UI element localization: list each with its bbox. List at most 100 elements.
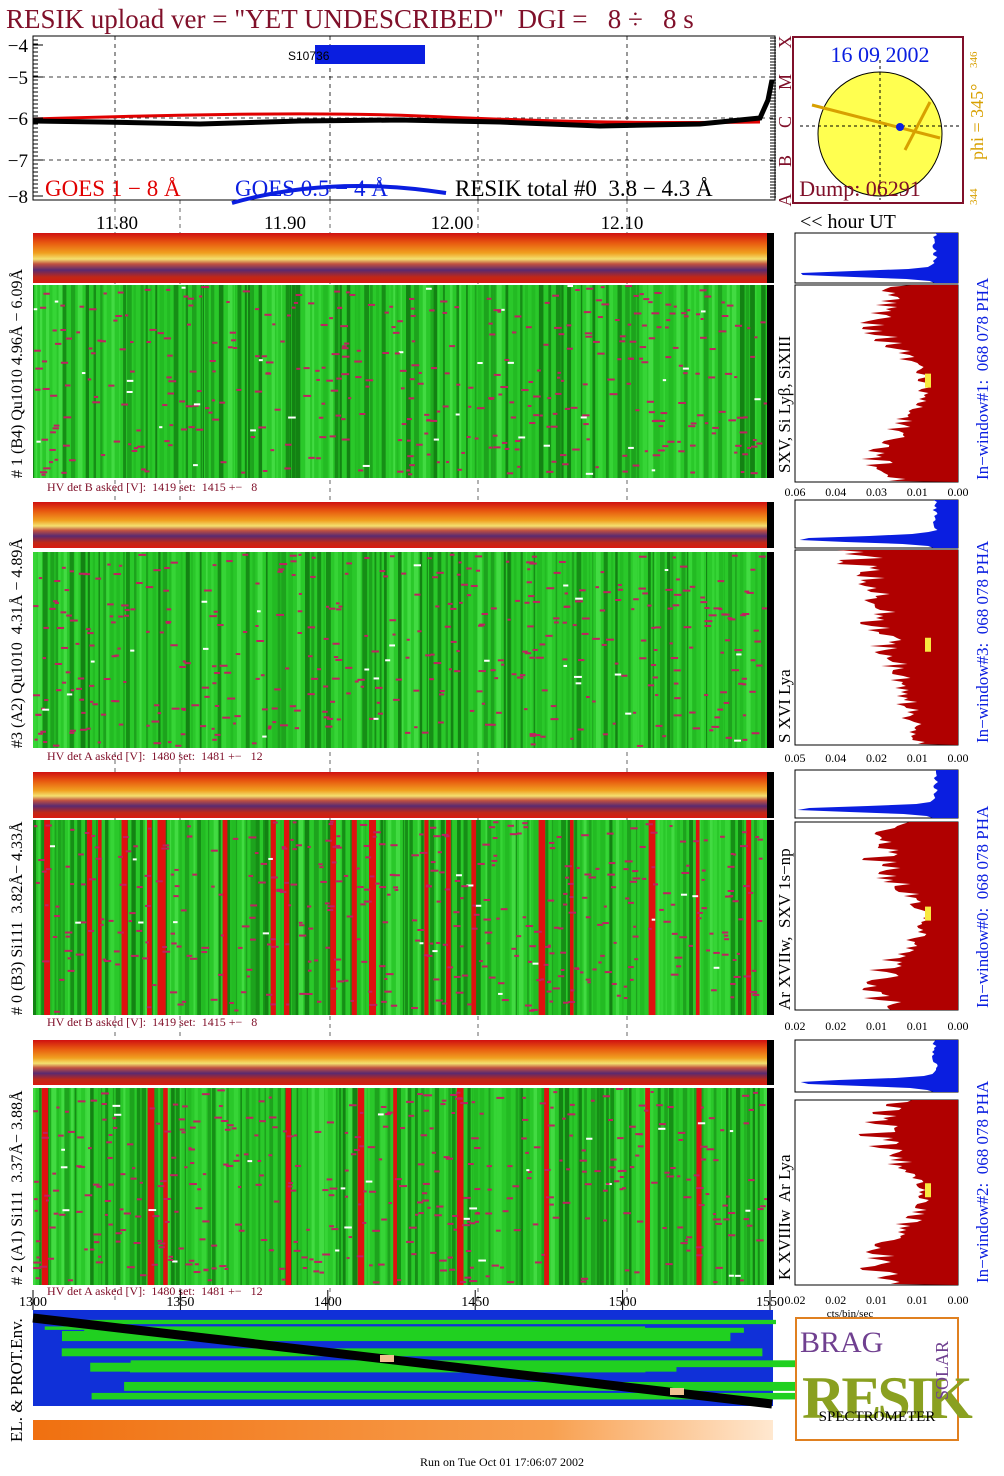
spectrogram-column xyxy=(754,820,757,1015)
spectrogram-column xyxy=(545,820,549,1015)
count-pixel xyxy=(469,1266,474,1269)
count-pixel xyxy=(188,1147,192,1150)
count-pixel xyxy=(581,632,589,635)
count-pixel xyxy=(582,896,588,899)
spectrogram-column xyxy=(319,1088,325,1285)
count-pixel xyxy=(411,340,416,343)
spectrogram-column xyxy=(551,820,554,1015)
count-pixel xyxy=(453,1228,457,1231)
spectrogram-column xyxy=(466,285,468,478)
phi-min: 344 xyxy=(968,188,980,205)
count-pixel xyxy=(337,980,345,983)
count-pixel xyxy=(92,1183,100,1186)
count-pixel xyxy=(211,727,215,730)
spectrogram-column xyxy=(305,552,310,748)
count-pixel xyxy=(325,946,330,949)
count-pixel xyxy=(610,886,617,889)
count-pixel xyxy=(706,1148,715,1151)
count-pixel xyxy=(492,446,501,449)
count-pixel xyxy=(689,444,696,447)
count-pixel xyxy=(242,630,248,633)
pha-top xyxy=(800,1040,958,1092)
count-pixel xyxy=(95,857,103,860)
count-pixel xyxy=(292,848,297,851)
hv-label: HV det A asked [V]: 1480 set: 1481 +− 12 xyxy=(47,749,263,763)
count-pixel xyxy=(185,405,193,408)
count-pixel xyxy=(699,289,707,292)
spectrogram-column xyxy=(169,552,172,748)
count-pixel xyxy=(42,1131,48,1134)
count-pixel xyxy=(629,1125,636,1128)
count-pixel xyxy=(181,1000,187,1003)
count-pixel xyxy=(441,833,449,836)
count-pixel xyxy=(212,738,217,741)
count-pixel xyxy=(595,586,599,589)
count-pixel xyxy=(564,592,569,595)
spectrogram-column xyxy=(588,552,591,748)
count-pixel xyxy=(546,470,554,473)
spectrogram-column xyxy=(75,552,79,748)
spectrogram-column xyxy=(68,820,70,1015)
count-pixel xyxy=(42,708,50,711)
spectrogram-column xyxy=(398,552,402,748)
count-pixel xyxy=(628,966,634,969)
count-pixel xyxy=(326,1178,333,1181)
count-pixel xyxy=(323,716,330,719)
spectrogram-column xyxy=(299,1088,303,1285)
count-pixel xyxy=(344,572,349,575)
count-pixel xyxy=(474,1220,479,1223)
count-pixel xyxy=(130,954,139,957)
count-pixel xyxy=(224,1267,229,1270)
count-pixel xyxy=(296,367,301,370)
count-pixel xyxy=(567,1113,576,1116)
count-pixel xyxy=(559,1159,563,1162)
count-pixel xyxy=(54,342,62,345)
count-pixel xyxy=(326,1121,334,1124)
spectrogram-column xyxy=(48,820,53,1015)
count-pixel xyxy=(586,696,590,699)
spectral-strip xyxy=(33,1040,768,1085)
count-pixel xyxy=(330,389,339,392)
spectrogram-column xyxy=(231,820,236,1015)
count-pixel xyxy=(167,444,173,447)
spectrogram-column xyxy=(511,820,516,1015)
spectrogram-column xyxy=(725,820,730,1015)
sun-track xyxy=(903,101,932,151)
pha-tick-label: 0.05 xyxy=(785,751,806,765)
count-pixel xyxy=(289,554,297,557)
count-pixel xyxy=(734,649,743,652)
count-pixel xyxy=(287,1185,293,1188)
count-pixel xyxy=(395,678,402,681)
count-pixel xyxy=(119,348,126,351)
count-pixel xyxy=(380,1105,387,1108)
count-pixel xyxy=(133,845,138,848)
spectrogram-column xyxy=(133,285,136,478)
count-pixel xyxy=(286,1135,294,1138)
count-pixel xyxy=(41,1136,50,1139)
count-pixel xyxy=(227,346,233,349)
count-pixel xyxy=(541,1253,546,1256)
count-pixel xyxy=(194,1263,199,1266)
count-pixel xyxy=(318,416,324,419)
spectrogram-column xyxy=(298,820,304,1015)
count-pixel xyxy=(262,932,269,935)
count-pixel xyxy=(42,657,47,660)
count-pixel xyxy=(128,443,132,446)
count-pixel xyxy=(89,644,95,647)
spectrogram-column xyxy=(313,820,319,1015)
spectrogram-column xyxy=(98,552,100,748)
count-pixel xyxy=(532,600,541,603)
spectrogram-column xyxy=(584,1088,587,1285)
count-pixel xyxy=(565,876,570,879)
count-pixel xyxy=(35,713,42,716)
count-pixel xyxy=(220,934,224,937)
spectrogram-column xyxy=(129,1088,135,1285)
count-pixel xyxy=(136,886,143,889)
count-pixel xyxy=(101,1092,109,1095)
count-pixel xyxy=(338,605,343,608)
count-pixel xyxy=(61,681,67,684)
spectrogram-column xyxy=(325,552,331,748)
count-pixel xyxy=(162,950,171,953)
spectrogram-column xyxy=(555,552,558,748)
count-pixel xyxy=(235,1223,243,1226)
